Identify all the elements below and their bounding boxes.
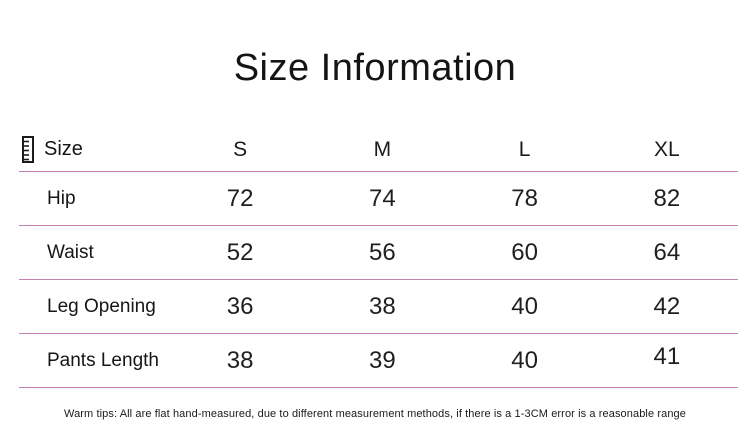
hip-value-xl: 82 [653,184,681,212]
row-label-waist: Waist [47,241,94,263]
size-header-cell: Size [19,136,169,163]
pants-length-value-l: 40 [511,346,538,374]
leg-opening-value-l: 40 [511,292,538,320]
pants-length-value-s: 38 [226,346,254,374]
hip-value-s: 72 [226,184,254,212]
page-title: Size Information [233,47,517,89]
row-label-hip: Hip [47,187,76,209]
row-label-pants-length: Pants Length [47,349,159,371]
pants-length-value-m: 39 [369,346,396,374]
table-row-waist: Waist 52 56 60 64 [19,226,738,280]
column-header-xl: XL [654,137,680,161]
row-label-leg-opening: Leg Opening [47,295,156,317]
size-table: Size S M L XL Hip 72 74 78 82 Waist 52 5… [19,128,738,388]
hip-value-l: 78 [511,184,538,212]
waist-value-l: 60 [511,238,538,266]
leg-opening-value-m: 38 [369,292,396,320]
waist-value-s: 52 [226,238,254,266]
table-row-hip: Hip 72 74 78 82 [19,172,738,226]
size-column-label: Size [44,138,83,160]
warm-tips-note: Warm tips: All are flat hand-measured, d… [64,408,686,420]
column-header-l: L [518,137,531,161]
table-row-leg-opening: Leg Opening 36 38 40 42 [19,280,738,334]
column-header-s: S [233,137,248,161]
leg-opening-value-s: 36 [226,292,254,320]
ruler-icon [22,136,34,163]
waist-value-xl: 64 [653,238,681,266]
table-header-row: Size S M L XL [19,128,738,172]
waist-value-m: 56 [369,238,396,266]
leg-opening-value-xl: 42 [653,292,681,320]
table-row-pants-length: Pants Length 38 39 40 41 [19,334,738,388]
hip-value-m: 74 [369,184,396,212]
pants-length-value-xl: 41 [653,342,681,370]
column-header-m: M [373,137,392,161]
